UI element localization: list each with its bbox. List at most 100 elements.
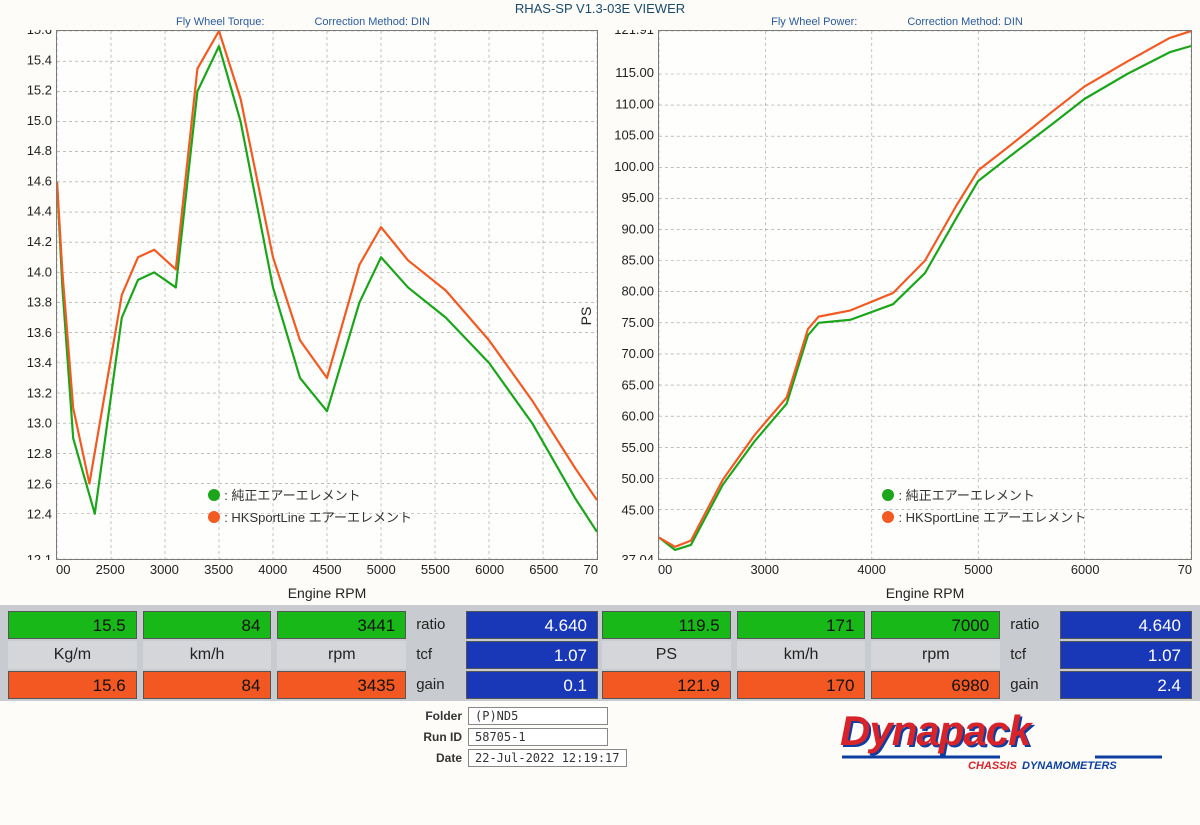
svg-text:3000: 3000 bbox=[150, 562, 179, 577]
svg-text:14.4: 14.4 bbox=[27, 204, 52, 219]
power-orange-kmh: 170 bbox=[737, 671, 866, 699]
torque-label-kmh: km/h bbox=[143, 641, 272, 669]
svg-text:55.00: 55.00 bbox=[621, 440, 654, 455]
torque-plot bbox=[57, 31, 597, 559]
svg-text:85.00: 85.00 bbox=[621, 252, 654, 267]
power-ratio-label: ratio bbox=[1006, 611, 1056, 639]
legend-label: : 純正エアーエレメント bbox=[224, 485, 360, 504]
svg-text:15.2: 15.2 bbox=[27, 83, 52, 98]
legend-dot-icon bbox=[208, 511, 220, 523]
power-gain: 2.4 bbox=[1060, 671, 1192, 699]
power-y-axis: 37.04 45.00 50.00 55.00 60.00 65.00 70.00 75.00… bbox=[602, 30, 658, 560]
svg-text:45.00: 45.00 bbox=[621, 502, 654, 517]
legend-item-stock: : 純正エアーエレメント bbox=[208, 485, 412, 504]
legend-dot-icon bbox=[882, 489, 894, 501]
power-orange-ps: 121.9 bbox=[602, 671, 731, 699]
torque-gain-label: gain bbox=[412, 671, 462, 699]
torque-label-rpm: rpm bbox=[277, 641, 406, 669]
svg-text:13.2: 13.2 bbox=[27, 385, 52, 400]
torque-header: Fly Wheel Torque: Correction Method: DIN bbox=[8, 16, 598, 30]
svg-text:3000: 3000 bbox=[751, 562, 780, 577]
svg-text:13.6: 13.6 bbox=[27, 325, 52, 340]
torque-panel: Fly Wheel Torque: Correction Method: DIN… bbox=[8, 16, 598, 601]
svg-text:110.00: 110.00 bbox=[615, 96, 654, 111]
svg-text:13.8: 13.8 bbox=[27, 295, 52, 310]
app-title: RHAS-SP V1.3-03E VIEWER bbox=[0, 0, 1200, 16]
power-orange-rpm: 6980 bbox=[871, 671, 1000, 699]
svg-text:115.00: 115.00 bbox=[615, 65, 654, 80]
power-tcf: 1.07 bbox=[1060, 641, 1192, 669]
svg-text:15.6: 15.6 bbox=[27, 30, 52, 37]
power-gain-label: gain bbox=[1006, 671, 1056, 699]
folder-label: Folder bbox=[410, 709, 462, 723]
svg-text:13.0: 13.0 bbox=[27, 416, 52, 431]
svg-text:2000: 2000 bbox=[658, 562, 672, 577]
power-y-label: PS bbox=[578, 306, 594, 325]
torque-tcf: 1.07 bbox=[466, 641, 598, 669]
power-header: Fly Wheel Power: Correction Method: DIN bbox=[602, 16, 1192, 30]
torque-legend: : 純正エアーエレメント : HKSportLine エアーエレメント bbox=[208, 485, 412, 529]
svg-text:6500: 6500 bbox=[529, 562, 558, 577]
torque-green-kmh: 84 bbox=[143, 611, 272, 639]
power-header-left: Fly Wheel Power: bbox=[771, 16, 857, 28]
torque-orange-kmh: 84 bbox=[143, 671, 272, 699]
svg-text:3500: 3500 bbox=[204, 562, 233, 577]
svg-text:37.04: 37.04 bbox=[621, 552, 654, 560]
svg-text:15.4: 15.4 bbox=[27, 52, 52, 67]
power-green-rpm: 7000 bbox=[871, 611, 1000, 639]
dynapack-logo: Dynapack Dynapack CHASSIS DYNAMOMETERS bbox=[840, 707, 1170, 778]
footer: Folder(P)ND5 Run ID58705-1 Date22-Jul-20… bbox=[0, 701, 1200, 778]
svg-text:2500: 2500 bbox=[96, 562, 125, 577]
power-label-ps: PS bbox=[602, 641, 731, 669]
torque-ratio: 4.640 bbox=[466, 611, 598, 639]
torque-chart-box: : 純正エアーエレメント : HKSportLine エアーエレメント bbox=[56, 30, 598, 560]
date-label: Date bbox=[410, 751, 462, 765]
legend-dot-icon bbox=[208, 489, 220, 501]
torque-orange-rpm: 3435 bbox=[277, 671, 406, 699]
power-tcf-label: tcf bbox=[1006, 641, 1056, 669]
svg-text:14.8: 14.8 bbox=[27, 143, 52, 158]
legend-item-stock: : 純正エアーエレメント bbox=[882, 485, 1086, 504]
power-legend: : 純正エアーエレメント : HKSportLine エアーエレメント bbox=[882, 485, 1086, 529]
svg-text:5000: 5000 bbox=[367, 562, 396, 577]
svg-text:90.00: 90.00 bbox=[621, 221, 654, 236]
power-data-col: 119.5 171 7000 PS km/h rpm 121.9 170 698… bbox=[602, 611, 1192, 699]
svg-text:75.00: 75.00 bbox=[621, 315, 654, 330]
legend-dot-icon bbox=[882, 511, 894, 523]
torque-green-rpm: 3441 bbox=[277, 611, 406, 639]
svg-text:13.4: 13.4 bbox=[27, 355, 52, 370]
power-plot bbox=[659, 31, 1191, 559]
svg-text:7000: 7000 bbox=[1178, 562, 1192, 577]
svg-text:2000: 2000 bbox=[56, 562, 71, 577]
torque-label-kgm: Kg/m bbox=[8, 641, 137, 669]
torque-y-axis: 12.112.412.612.813.013.213.413.613.814.0… bbox=[8, 30, 56, 560]
svg-text:14.0: 14.0 bbox=[27, 264, 52, 279]
svg-text:80.00: 80.00 bbox=[621, 284, 654, 299]
power-label-kmh: km/h bbox=[737, 641, 866, 669]
svg-text:95.00: 95.00 bbox=[621, 190, 654, 205]
torque-x-label: Engine RPM bbox=[56, 583, 598, 601]
svg-text:4500: 4500 bbox=[312, 562, 341, 577]
svg-text:14.6: 14.6 bbox=[27, 173, 52, 188]
power-ratio: 4.640 bbox=[1060, 611, 1192, 639]
svg-text:7000: 7000 bbox=[583, 562, 598, 577]
svg-text:12.1: 12.1 bbox=[27, 552, 52, 560]
svg-text:15.0: 15.0 bbox=[27, 113, 52, 128]
legend-item-hks: : HKSportLine エアーエレメント bbox=[882, 507, 1086, 526]
svg-text:105.00: 105.00 bbox=[614, 128, 654, 143]
svg-text:60.00: 60.00 bbox=[621, 409, 654, 424]
svg-text:14.2: 14.2 bbox=[27, 234, 52, 249]
power-green-kmh: 171 bbox=[737, 611, 866, 639]
legend-label: : 純正エアーエレメント bbox=[898, 485, 1034, 504]
torque-header-left: Fly Wheel Torque: bbox=[176, 16, 264, 28]
svg-text:50.00: 50.00 bbox=[621, 471, 654, 486]
power-header-right: Correction Method: DIN bbox=[907, 16, 1023, 28]
svg-text:6000: 6000 bbox=[1071, 562, 1100, 577]
svg-text:70.00: 70.00 bbox=[621, 346, 654, 361]
svg-text:12.4: 12.4 bbox=[27, 507, 52, 522]
legend-label: : HKSportLine エアーエレメント bbox=[224, 507, 412, 526]
power-chart-box: : 純正エアーエレメント : HKSportLine エアーエレメント bbox=[658, 30, 1192, 560]
svg-text:65.00: 65.00 bbox=[621, 377, 654, 392]
svg-text:12.8: 12.8 bbox=[27, 446, 52, 461]
svg-text:4000: 4000 bbox=[258, 562, 287, 577]
